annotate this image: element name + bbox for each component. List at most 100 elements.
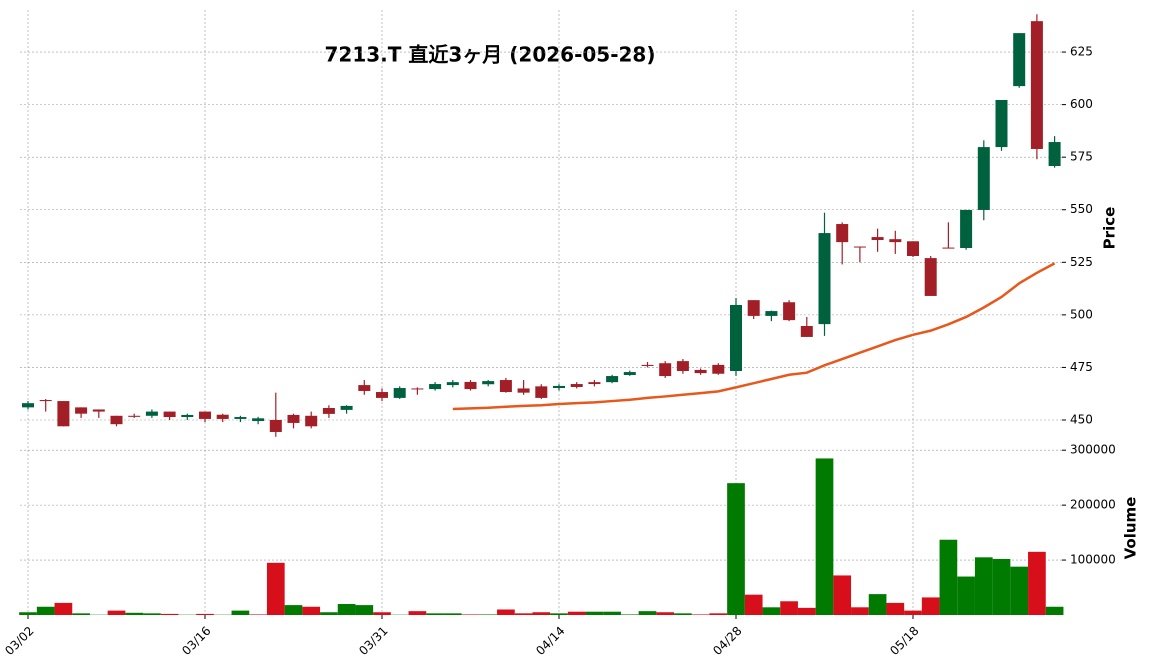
volume-bar [54, 602, 73, 615]
volume-bar [674, 613, 692, 615]
candle-body [641, 364, 654, 366]
candle-body [765, 311, 778, 316]
y2-tick-label: 100000 [1070, 553, 1116, 567]
volume-bar [797, 607, 816, 615]
volume-bar [426, 613, 444, 615]
candle-body [429, 384, 442, 390]
candle-body [747, 300, 760, 316]
candle-body [960, 209, 973, 249]
candle-body [393, 388, 406, 398]
candle-body [1013, 33, 1026, 87]
candle-body [376, 392, 388, 398]
x-tick-label: 03/02 [2, 624, 36, 658]
candle-body [783, 302, 796, 321]
candle-body [800, 326, 813, 337]
volume-bar [939, 539, 958, 615]
volume-bar [320, 612, 338, 615]
volume-bar [567, 611, 586, 615]
volume-bar [373, 612, 391, 615]
candle-body [145, 411, 158, 416]
volume-bar [780, 601, 798, 615]
candle-body [499, 380, 512, 393]
candle-body [1030, 21, 1043, 149]
y-axis-label: Price [1101, 207, 1119, 250]
volume-bar [727, 483, 745, 615]
candle-body [75, 407, 88, 414]
volume-bar [143, 613, 161, 615]
candle-body [623, 372, 636, 375]
volume-bar [992, 558, 1011, 615]
candle-body [181, 414, 194, 418]
volume-bar [231, 610, 250, 615]
y2-axis-label: Volume [1122, 497, 1140, 560]
volume-bar [1010, 566, 1029, 615]
volume-bar [921, 597, 940, 615]
volume-bar [107, 610, 126, 615]
x-tick-label: 05/18 [887, 624, 921, 658]
candle-body [676, 361, 689, 371]
volume-bar [461, 614, 480, 615]
volume-bar [550, 613, 568, 615]
volume-bar [532, 612, 551, 615]
x-tick-label: 04/28 [710, 624, 744, 658]
candle-body [322, 408, 335, 414]
candle-body [216, 414, 229, 419]
candle-body [995, 99, 1008, 148]
volume-bar [886, 602, 905, 615]
candle-body [836, 224, 849, 243]
volume-bar [638, 611, 657, 615]
volume-bar [620, 614, 639, 615]
candle-body [907, 241, 919, 256]
candle-body [535, 386, 548, 398]
volume-bar [957, 576, 975, 615]
x-tick-label: 03/16 [179, 624, 213, 658]
candle-body [871, 237, 884, 241]
volume-bar [284, 605, 303, 615]
volume-bar [355, 605, 374, 615]
volume-bar [974, 557, 993, 615]
volume-bar [603, 611, 621, 615]
candle-body [199, 411, 211, 419]
volume-bar [19, 612, 37, 615]
y2-tick-label: 300000 [1070, 443, 1116, 457]
candle-body [22, 403, 34, 408]
candle-body [606, 376, 619, 383]
volume-bar [815, 458, 834, 615]
y-tick-label: 600 [1070, 97, 1093, 111]
volume-bar [585, 611, 604, 615]
candle-body [1048, 142, 1061, 167]
volume-bar [72, 613, 90, 615]
candle-body [588, 382, 601, 385]
candle-body [464, 381, 477, 390]
volume-bar [868, 594, 887, 615]
volume-bar [833, 575, 852, 615]
candle-body [305, 415, 318, 427]
candle-body [446, 382, 459, 386]
candle-body [712, 364, 725, 374]
volume-bar [514, 613, 533, 615]
y-tick-label: 575 [1070, 150, 1093, 164]
y-tick-label: 525 [1070, 255, 1093, 269]
candle-body [358, 385, 371, 391]
candle-body [818, 233, 831, 325]
volume-bar [656, 612, 675, 615]
candle-body [889, 239, 902, 243]
candle-body [570, 384, 583, 387]
volume-bar [125, 612, 144, 615]
candle-body [553, 385, 565, 389]
y-tick-label: 625 [1070, 45, 1093, 59]
candle-body [252, 418, 265, 422]
volume-bar [691, 614, 710, 615]
volume-bar [196, 613, 214, 615]
candle-body [730, 304, 742, 371]
x-tick-label: 03/31 [356, 624, 390, 658]
volume-bar [36, 606, 55, 615]
y2-tick-label: 200000 [1070, 498, 1116, 512]
candle-body [269, 419, 282, 432]
volume-bar [266, 562, 285, 615]
candle-body [110, 415, 123, 425]
volume-bar [302, 606, 321, 615]
y-tick-label: 475 [1070, 360, 1093, 374]
candle-body [942, 247, 955, 249]
